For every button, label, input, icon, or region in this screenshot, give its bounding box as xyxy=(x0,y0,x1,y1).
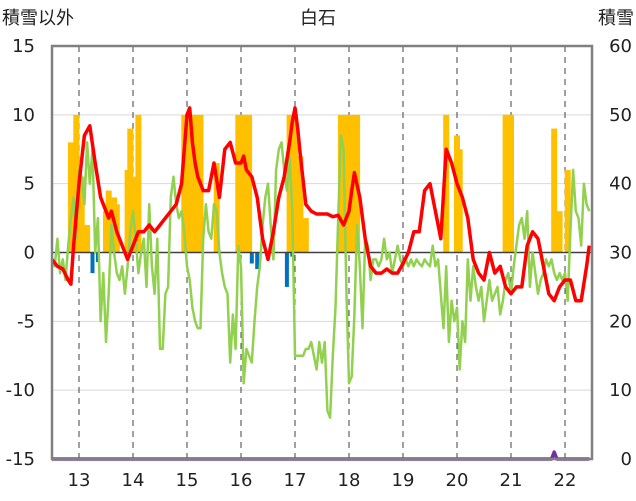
green-series-line xyxy=(50,134,591,419)
orange-bar xyxy=(84,224,91,253)
orange-bar xyxy=(67,142,74,253)
orange-bar xyxy=(73,114,80,253)
orange-bar xyxy=(235,114,242,253)
orange-bar xyxy=(337,114,344,253)
x-tick-label: 15 xyxy=(176,470,199,491)
blue-bar xyxy=(255,252,260,270)
left-tick-label: -5 xyxy=(17,311,35,332)
left-y-axis-ticks: 15 10 5 0 -5 -10 -15 xyxy=(6,36,35,470)
x-tick-label: 19 xyxy=(392,470,415,491)
orange-bar xyxy=(105,190,112,253)
orange-bar xyxy=(78,176,85,253)
x-tick-label: 17 xyxy=(284,470,307,491)
blue-bar xyxy=(284,252,289,287)
right-tick-label: 10 xyxy=(609,380,632,401)
left-tick-label: 15 xyxy=(12,36,35,57)
right-tick-label: 0 xyxy=(621,449,632,470)
right-tick-label: 20 xyxy=(609,311,632,332)
x-tick-label: 21 xyxy=(500,470,523,491)
right-tick-label: 50 xyxy=(609,105,632,126)
orange-bar xyxy=(246,114,253,253)
orange-bar xyxy=(192,114,199,253)
orange-bar xyxy=(443,114,450,253)
blue-bar xyxy=(90,252,95,274)
left-axis-title: 積雪以外 xyxy=(2,8,74,29)
orange-bar xyxy=(286,114,293,253)
orange-bar xyxy=(551,128,558,253)
x-tick-label: 13 xyxy=(68,470,91,491)
x-tick-label: 14 xyxy=(122,470,145,491)
x-tick-label: 22 xyxy=(554,470,577,491)
plot-frame xyxy=(50,44,594,461)
x-tick-label: 18 xyxy=(338,470,361,491)
right-y-axis-ticks: 60 50 40 30 20 10 0 xyxy=(609,36,632,470)
x-tick-label: 16 xyxy=(230,470,253,491)
orange-bar xyxy=(186,114,193,253)
orange-bar xyxy=(508,114,514,253)
chart-title: 白石 xyxy=(300,8,336,29)
x-axis-ticks: 13 14 15 16 17 18 19 20 21 22 xyxy=(68,470,577,491)
orange-bar xyxy=(240,114,247,253)
orange-bar xyxy=(556,211,563,253)
right-tick-label: 40 xyxy=(609,174,632,195)
orange-bar xyxy=(127,128,134,253)
left-tick-label: -15 xyxy=(6,449,35,470)
orange-bar xyxy=(297,156,304,253)
left-tick-label: 5 xyxy=(24,174,35,195)
orange-bar xyxy=(181,114,188,253)
orange-bar xyxy=(302,218,309,253)
bar-series xyxy=(52,114,592,287)
orange-bar xyxy=(213,163,220,253)
orange-bar xyxy=(343,114,350,253)
orange-bar xyxy=(564,169,571,253)
left-tick-label: 10 xyxy=(12,105,35,126)
right-axis-title: 積雪 xyxy=(598,8,634,29)
orange-bar xyxy=(292,114,298,253)
x-tick-label: 20 xyxy=(446,470,469,491)
frame-border xyxy=(50,44,594,461)
left-tick-label: 0 xyxy=(24,243,35,264)
left-tick-label: -10 xyxy=(6,380,35,401)
right-tick-label: 60 xyxy=(609,36,632,57)
blue-bar xyxy=(249,252,254,264)
red-series-line xyxy=(50,106,592,303)
orange-bar xyxy=(135,114,142,253)
orange-bar xyxy=(456,149,463,253)
right-tick-label: 30 xyxy=(609,243,632,264)
